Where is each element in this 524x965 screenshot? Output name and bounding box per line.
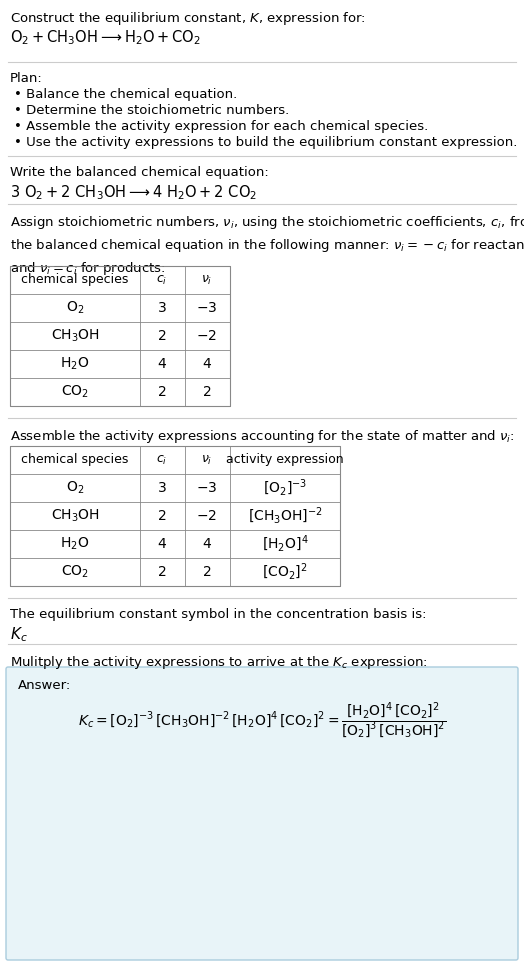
Text: Plan:: Plan: bbox=[10, 72, 43, 85]
Text: Mulitply the activity expressions to arrive at the $K_c$ expression:: Mulitply the activity expressions to arr… bbox=[10, 654, 428, 671]
Text: $4$: $4$ bbox=[202, 537, 212, 551]
Text: $2$: $2$ bbox=[202, 385, 212, 399]
Text: 2: 2 bbox=[158, 565, 167, 579]
Bar bbox=[10, 266, 230, 406]
Text: • Use the activity expressions to build the equilibrium constant expression.: • Use the activity expressions to build … bbox=[14, 136, 517, 149]
Text: $2$: $2$ bbox=[202, 565, 212, 579]
Text: 4: 4 bbox=[158, 537, 167, 551]
Text: $K_c = [\mathrm{O_2}]^{-3}\,[\mathrm{CH_3OH}]^{-2}\,[\mathrm{H_2O}]^{4}\,[\mathr: $K_c = [\mathrm{O_2}]^{-3}\,[\mathrm{CH_… bbox=[78, 701, 446, 741]
Text: $[\mathrm{O_2}]^{-3}$: $[\mathrm{O_2}]^{-3}$ bbox=[263, 478, 307, 498]
Text: The equilibrium constant symbol in the concentration basis is:: The equilibrium constant symbol in the c… bbox=[10, 608, 427, 621]
Text: Assemble the activity expressions accounting for the state of matter and $\nu_i$: Assemble the activity expressions accoun… bbox=[10, 428, 515, 445]
Text: $-2$: $-2$ bbox=[196, 329, 217, 343]
Text: 2: 2 bbox=[158, 385, 167, 399]
Text: $[\mathrm{CO_2}]^{2}$: $[\mathrm{CO_2}]^{2}$ bbox=[262, 562, 308, 582]
Text: $\mathrm{O_2 + CH_3OH \longrightarrow H_2O + CO_2}$: $\mathrm{O_2 + CH_3OH \longrightarrow H_… bbox=[10, 28, 201, 46]
Text: 4: 4 bbox=[158, 357, 167, 371]
Text: • Balance the chemical equation.: • Balance the chemical equation. bbox=[14, 88, 237, 101]
Text: • Determine the stoichiometric numbers.: • Determine the stoichiometric numbers. bbox=[14, 104, 289, 117]
Text: $K_c$: $K_c$ bbox=[10, 625, 28, 644]
FancyBboxPatch shape bbox=[6, 667, 518, 960]
Text: $\nu_i$: $\nu_i$ bbox=[201, 273, 213, 287]
Text: $c_i$: $c_i$ bbox=[156, 454, 168, 466]
Text: Assign stoichiometric numbers, $\nu_i$, using the stoichiometric coefficients, $: Assign stoichiometric numbers, $\nu_i$, … bbox=[10, 214, 524, 277]
Text: $-2$: $-2$ bbox=[196, 509, 217, 523]
Text: $\mathrm{CH_3OH}$: $\mathrm{CH_3OH}$ bbox=[51, 328, 100, 345]
Text: $[\mathrm{CH_3OH}]^{-2}$: $[\mathrm{CH_3OH}]^{-2}$ bbox=[248, 506, 322, 526]
Text: $\mathrm{3\ O_2 + 2\ CH_3OH \longrightarrow 4\ H_2O + 2\ CO_2}$: $\mathrm{3\ O_2 + 2\ CH_3OH \longrightar… bbox=[10, 183, 257, 202]
Text: Answer:: Answer: bbox=[18, 679, 71, 692]
Text: $\mathrm{CO_2}$: $\mathrm{CO_2}$ bbox=[61, 564, 89, 580]
Text: $-3$: $-3$ bbox=[196, 481, 217, 495]
Text: $[\mathrm{H_2O}]^{4}$: $[\mathrm{H_2O}]^{4}$ bbox=[261, 534, 308, 554]
Text: $\mathrm{O_2}$: $\mathrm{O_2}$ bbox=[66, 300, 84, 317]
Text: activity expression: activity expression bbox=[226, 454, 344, 466]
Text: 2: 2 bbox=[158, 329, 167, 343]
Text: $4$: $4$ bbox=[202, 357, 212, 371]
Text: 3: 3 bbox=[158, 301, 167, 315]
Text: Construct the equilibrium constant, $K$, expression for:: Construct the equilibrium constant, $K$,… bbox=[10, 10, 366, 27]
Text: $\mathrm{O_2}$: $\mathrm{O_2}$ bbox=[66, 480, 84, 496]
Text: $\mathrm{CH_3OH}$: $\mathrm{CH_3OH}$ bbox=[51, 508, 100, 524]
Text: $c_i$: $c_i$ bbox=[156, 273, 168, 287]
Text: 2: 2 bbox=[158, 509, 167, 523]
Text: • Assemble the activity expression for each chemical species.: • Assemble the activity expression for e… bbox=[14, 120, 428, 133]
Text: chemical species: chemical species bbox=[21, 454, 129, 466]
Text: Write the balanced chemical equation:: Write the balanced chemical equation: bbox=[10, 166, 269, 179]
Bar bbox=[10, 446, 340, 586]
Text: 3: 3 bbox=[158, 481, 167, 495]
Text: $\mathrm{H_2O}$: $\mathrm{H_2O}$ bbox=[60, 536, 90, 552]
Text: chemical species: chemical species bbox=[21, 273, 129, 287]
Text: $\mathrm{CO_2}$: $\mathrm{CO_2}$ bbox=[61, 384, 89, 400]
Text: $-3$: $-3$ bbox=[196, 301, 217, 315]
Text: $\nu_i$: $\nu_i$ bbox=[201, 454, 213, 466]
Text: $\mathrm{H_2O}$: $\mathrm{H_2O}$ bbox=[60, 356, 90, 372]
